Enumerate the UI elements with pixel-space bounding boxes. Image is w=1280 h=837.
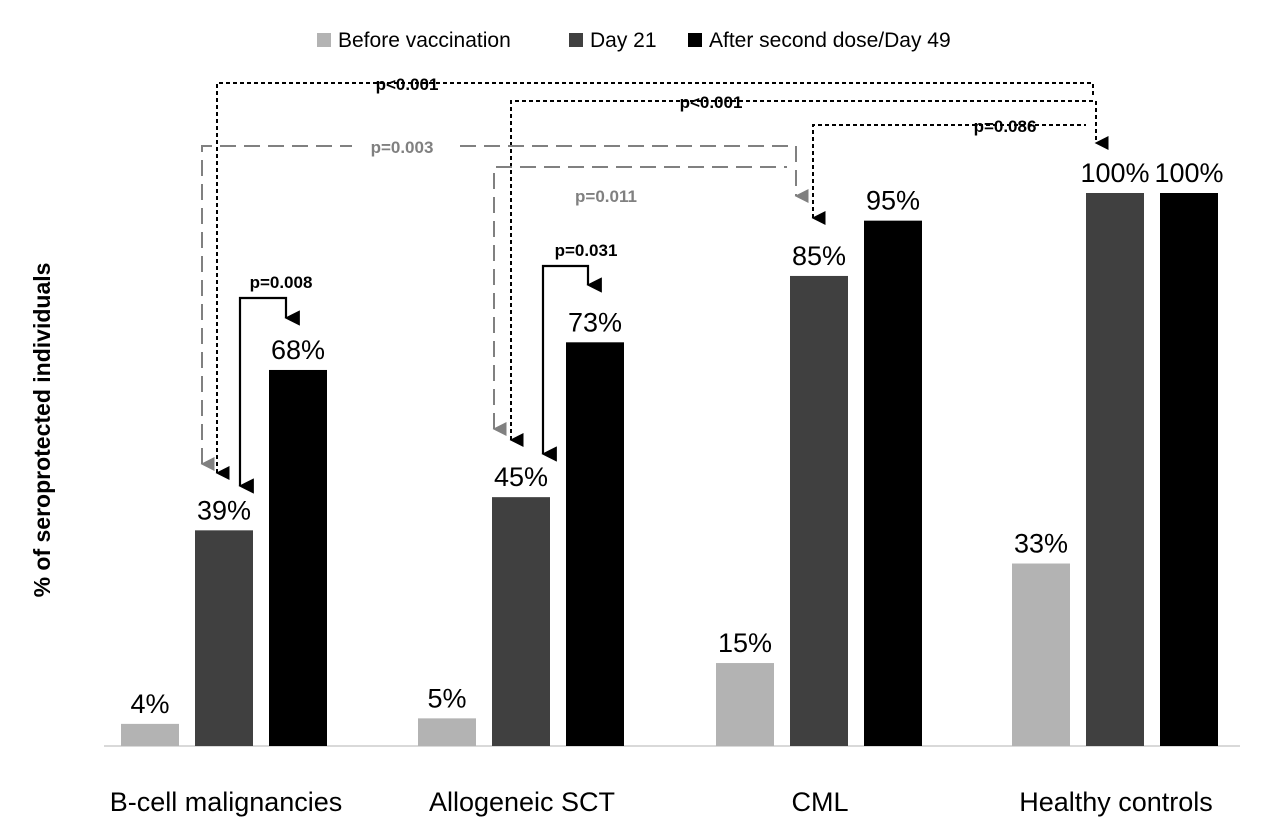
p-value-allo-day21-vs-day49: p=0.031	[555, 241, 618, 260]
p-value-allo-vs-healthy: p<0.001	[680, 93, 743, 112]
bracket-allo-day21-vs-day49	[541, 264, 602, 462]
bar-healthy-controls-before-vaccination	[1012, 563, 1070, 746]
y-axis-label: % of seroprotected individuals	[29, 263, 55, 598]
data-label-allogeneic-sct-after-second-dose-day-49: 73%	[568, 307, 622, 337]
data-label-b-cell-malignancies-after-second-dose-day-49: 68%	[271, 335, 325, 365]
x-tick-label-b-cell: B-cell malignancies	[110, 787, 343, 817]
data-label-allogeneic-sct-day-21: 45%	[494, 462, 548, 492]
p-value-bg-bcell-vs-cml	[352, 136, 452, 156]
data-label-cml-before-vaccination: 15%	[718, 628, 772, 658]
bar-cml-before-vaccination	[716, 663, 774, 746]
x-tick-label-healthy: Healthy controls	[1019, 787, 1213, 817]
data-label-allogeneic-sct-before-vaccination: 5%	[427, 683, 466, 713]
x-tick-label-allo-sct: Allogeneic SCT	[429, 787, 615, 817]
x-axis-tick-labels: B-cell malignancies Allogeneic SCT CML H…	[110, 787, 1213, 817]
bracket-cml-vs-healthy	[811, 124, 1086, 225]
legend-swatch-before	[317, 33, 331, 47]
bar-allogeneic-sct-day-21	[492, 497, 550, 746]
bar-b-cell-malignancies-day-21	[195, 530, 253, 746]
data-label-b-cell-malignancies-day-21: 39%	[197, 495, 251, 525]
bar-cml-after-second-dose-day-49	[864, 220, 922, 746]
bar-allogeneic-sct-before-vaccination	[418, 718, 476, 746]
p-value-bcell-vs-healthy: p<0.001	[376, 75, 439, 94]
p-value-allo-vs-cml: p=0.011	[575, 187, 637, 206]
bar-healthy-controls-after-second-dose-day-49	[1160, 193, 1218, 746]
legend-label-before: Before vaccination	[338, 29, 511, 52]
bar-healthy-controls-day-21	[1086, 193, 1144, 746]
bar-allogeneic-sct-after-second-dose-day-49	[566, 342, 624, 746]
bar-cml-day-21	[790, 275, 848, 746]
bracket-bcell-vs-healthy	[215, 82, 1094, 480]
data-label-healthy-controls-before-vaccination: 33%	[1014, 529, 1068, 559]
bracket-allo-vs-cml-before	[492, 166, 787, 436]
data-label-cml-after-second-dose-day-49: 95%	[866, 186, 920, 216]
bar-b-cell-malignancies-before-vaccination	[121, 723, 179, 746]
bracket-bcell-vs-cml-before	[200, 145, 809, 471]
data-label-cml-day-21: 85%	[792, 241, 846, 271]
data-label-b-cell-malignancies-before-vaccination: 4%	[130, 689, 169, 719]
p-value-cml-vs-healthy: p=0.086	[974, 117, 1037, 136]
legend-swatch-day49	[688, 33, 702, 47]
x-tick-label-cml: CML	[791, 787, 848, 817]
data-label-healthy-controls-after-second-dose-day-49: 100%	[1154, 158, 1223, 188]
bar-b-cell-malignancies-after-second-dose-day-49	[269, 369, 327, 746]
p-value-bcell-day21-vs-day49: p=0.008	[250, 273, 313, 292]
legend-swatch-day21	[569, 33, 583, 47]
p-value-bcell-vs-cml: p=0.003	[371, 138, 434, 157]
data-label-healthy-controls-day-21: 100%	[1080, 158, 1149, 188]
legend-label-day49: After second dose/Day 49	[709, 29, 951, 52]
significance-annotations: p<0.001 p<0.001 p=0.086 p=0.003 p=0.011 …	[200, 75, 1109, 494]
legend: Before vaccination Day 21 After second d…	[317, 29, 951, 52]
legend-label-day21: Day 21	[590, 29, 657, 52]
bracket-bcell-day21-vs-day49	[238, 296, 300, 494]
